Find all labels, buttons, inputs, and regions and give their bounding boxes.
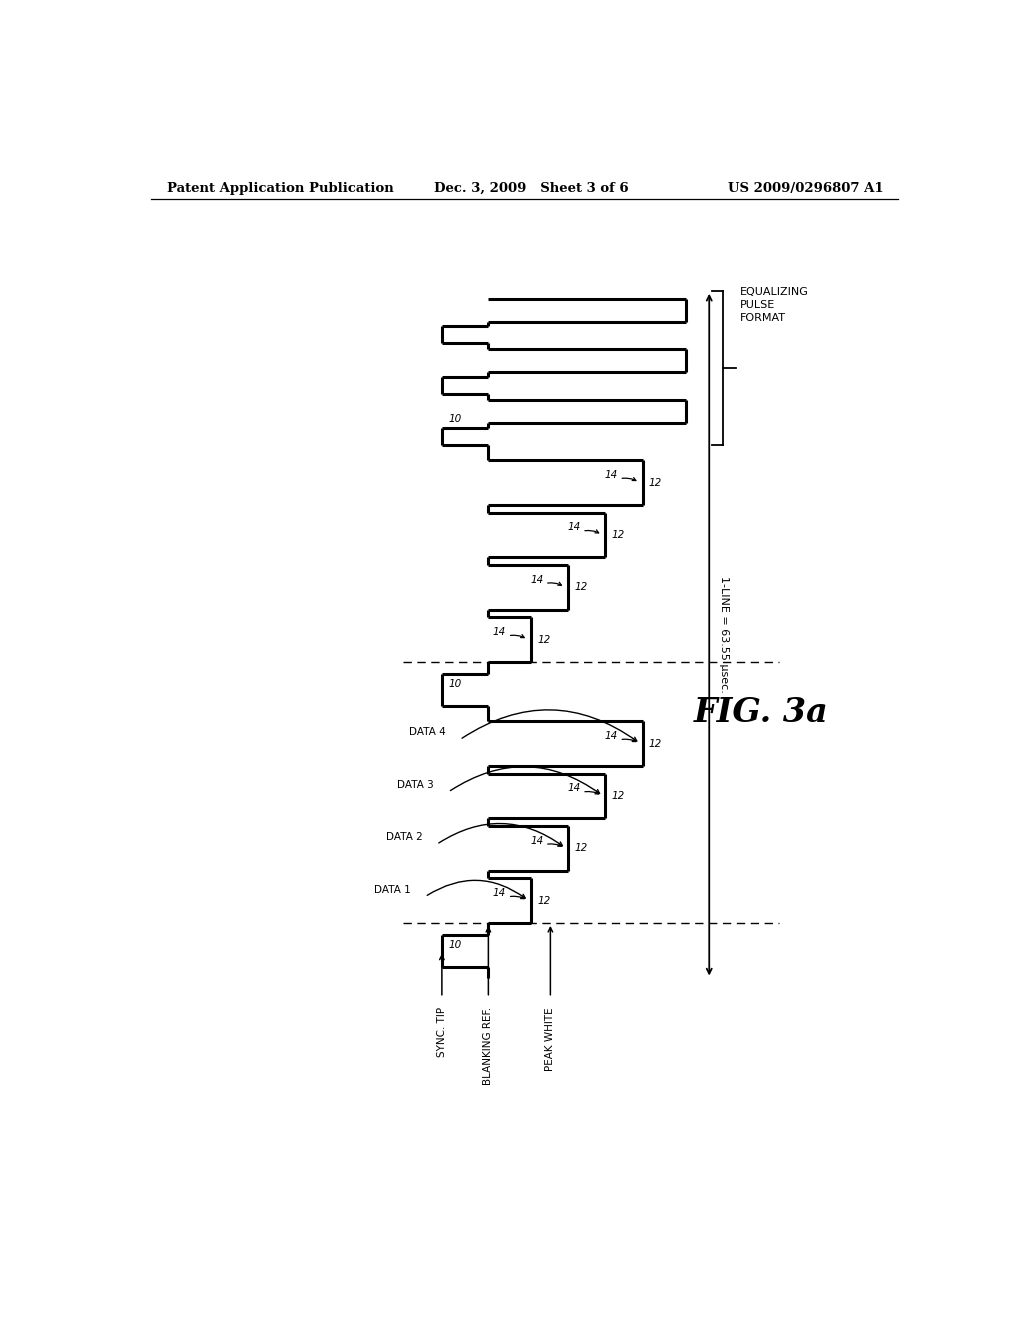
Text: 10: 10 — [449, 678, 462, 689]
Text: 14: 14 — [493, 627, 506, 638]
Text: 12: 12 — [649, 478, 663, 487]
Text: FIG. 3a: FIG. 3a — [693, 697, 828, 730]
Text: 14: 14 — [567, 783, 581, 793]
Text: DATA 4: DATA 4 — [409, 727, 445, 738]
Text: DATA 2: DATA 2 — [386, 832, 423, 842]
Text: BLANKING REF.: BLANKING REF. — [483, 1007, 494, 1085]
Text: 12: 12 — [538, 635, 551, 644]
Text: US 2009/0296807 A1: US 2009/0296807 A1 — [728, 182, 884, 194]
Text: 14: 14 — [604, 731, 617, 741]
Text: DATA 3: DATA 3 — [397, 780, 434, 789]
Text: 14: 14 — [604, 470, 617, 480]
Text: DATA 1: DATA 1 — [374, 884, 411, 895]
Text: Dec. 3, 2009   Sheet 3 of 6: Dec. 3, 2009 Sheet 3 of 6 — [434, 182, 629, 194]
Text: 14: 14 — [530, 574, 544, 585]
Text: 10: 10 — [449, 414, 462, 425]
Text: 1-LINE = 63.55 μsec.: 1-LINE = 63.55 μsec. — [719, 577, 729, 693]
Text: 14: 14 — [493, 888, 506, 898]
Text: 14: 14 — [567, 523, 581, 532]
Text: 14: 14 — [530, 836, 544, 846]
Text: 12: 12 — [574, 582, 588, 593]
Text: SYNC. TIP: SYNC. TIP — [437, 1007, 446, 1057]
Text: EQUALIZING
PULSE
FORMAT: EQUALIZING PULSE FORMAT — [740, 286, 809, 323]
Text: 12: 12 — [649, 739, 663, 748]
Text: Patent Application Publication: Patent Application Publication — [167, 182, 393, 194]
Text: 12: 12 — [574, 843, 588, 853]
Text: 10: 10 — [449, 940, 462, 950]
Text: 12: 12 — [611, 791, 625, 801]
Text: PEAK WHITE: PEAK WHITE — [546, 1007, 555, 1071]
Text: 12: 12 — [611, 529, 625, 540]
Text: 12: 12 — [538, 896, 551, 906]
